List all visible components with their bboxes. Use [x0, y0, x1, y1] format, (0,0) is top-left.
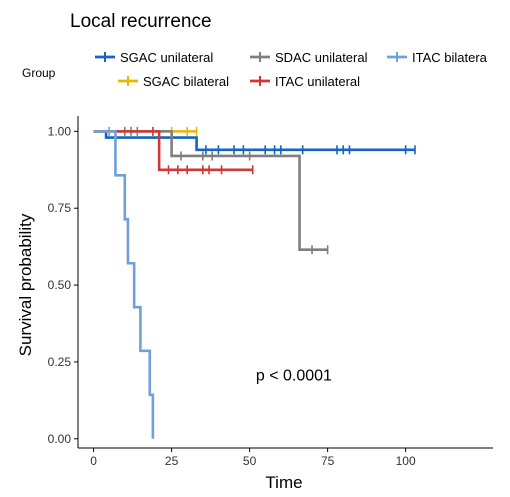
legend-item: SDAC unilateral — [250, 50, 368, 65]
y-tick-label: 1.00 — [48, 124, 72, 138]
p-value-annotation: p < 0.0001 — [256, 367, 332, 384]
legend-label: SGAC bilateral — [143, 74, 229, 89]
legend-title: Group — [22, 66, 56, 80]
legend-label: SDAC unilateral — [275, 50, 368, 65]
survival-curve — [93, 130, 253, 172]
series-0 — [93, 130, 416, 155]
series-4 — [93, 126, 155, 439]
legend: SGAC unilateral SDAC unilateral ITAC bilat… — [95, 50, 488, 89]
series-layer — [93, 126, 416, 439]
plot-area: 0 25 50 75 100 0.00 0.25 0.50 0.75 1.00 — [48, 116, 493, 468]
survival-curve — [93, 130, 155, 439]
legend-label: ITAC bilatera — [412, 50, 488, 65]
x-axis-ticks: 0 25 50 75 100 — [90, 448, 416, 468]
x-tick-label: 25 — [165, 454, 179, 468]
series-3 — [93, 126, 254, 175]
chart-title: Local recurrence — [70, 11, 212, 32]
y-axis-label: Survival probability — [16, 213, 35, 356]
x-tick-label: 50 — [243, 454, 257, 468]
x-tick-label: 0 — [90, 454, 97, 468]
x-tick-label: 100 — [396, 454, 416, 468]
y-tick-label: 0.00 — [48, 432, 72, 446]
y-tick-label: 0.75 — [48, 201, 72, 215]
y-tick-label: 0.50 — [48, 278, 72, 292]
legend-item: SGAC unilateral — [95, 50, 213, 65]
survival-curve — [93, 130, 415, 152]
y-tick-label: 0.25 — [48, 355, 72, 369]
legend-item: ITAC bilatera — [387, 50, 488, 65]
x-tick-label: 75 — [321, 454, 335, 468]
legend-item: SGAC bilateral — [118, 74, 229, 89]
y-axis-ticks: 0.00 0.25 0.50 0.75 1.00 — [48, 124, 78, 446]
legend-label: ITAC unilateral — [275, 74, 360, 89]
legend-label: SGAC unilateral — [120, 50, 213, 65]
x-axis-label: Time — [265, 473, 302, 492]
legend-item: ITAC unilateral — [250, 74, 360, 89]
